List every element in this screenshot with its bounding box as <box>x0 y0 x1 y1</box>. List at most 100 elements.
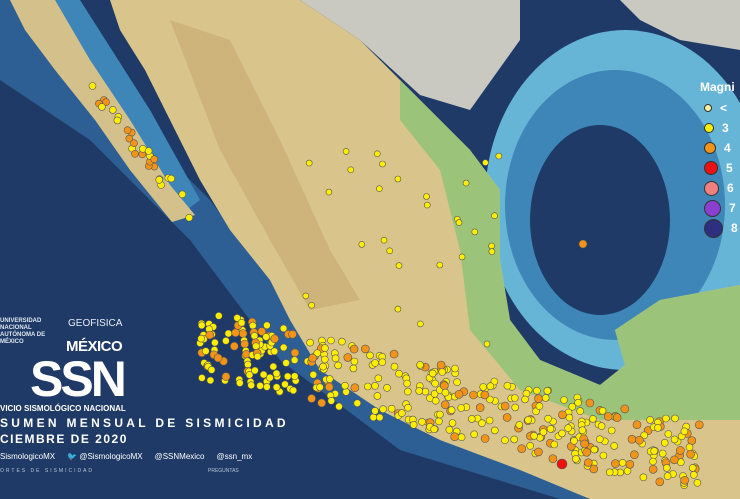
earthquake-marker <box>534 447 543 457</box>
earthquake-marker <box>380 236 388 244</box>
earthquake-marker <box>467 415 476 423</box>
earthquake-marker <box>530 431 538 440</box>
earthquake-marker <box>167 174 175 183</box>
earthquake-marker <box>438 368 447 376</box>
earthquake-marker <box>249 321 257 330</box>
earthquake-marker <box>451 364 459 373</box>
earthquake-marker <box>685 443 694 452</box>
earthquake-marker <box>546 424 555 433</box>
earthquake-marker <box>558 410 567 420</box>
earthquake-marker <box>491 212 498 219</box>
facebook-link[interactable]: SismologicoMX <box>0 452 56 461</box>
instagram-link[interactable]: @SSNMexico <box>154 452 205 461</box>
earthquake-marker <box>251 366 259 375</box>
footer-right: PREGUNTAS <box>208 468 239 474</box>
earthquake-marker <box>178 190 187 199</box>
earthquake-marker <box>316 383 324 392</box>
earthquake-marker <box>458 253 466 261</box>
earthquake-marker <box>482 159 489 166</box>
earthquake-marker <box>213 353 223 363</box>
earthquake-marker <box>483 340 491 348</box>
legend-marker <box>704 142 716 154</box>
earthquake-marker <box>421 387 430 396</box>
earthquake-marker <box>480 390 490 400</box>
earthquake-marker <box>655 477 665 487</box>
earthquake-marker <box>222 336 230 345</box>
earthquake-marker <box>378 358 387 367</box>
earthquake-marker <box>221 372 231 381</box>
earthquake-marker <box>306 338 314 347</box>
earthquake-marker <box>394 175 402 183</box>
earthquake-marker <box>338 337 346 346</box>
earthquake-marker <box>597 422 606 430</box>
earthquake-marker <box>207 366 216 374</box>
earthquake-marker <box>675 446 685 455</box>
earthquake-marker <box>256 381 264 390</box>
earthquake-marker <box>389 349 399 359</box>
earthquake-marker <box>548 454 558 464</box>
earthquake-marker <box>308 353 317 363</box>
earthquake-marker <box>386 247 394 255</box>
earthquake-marker <box>450 432 460 442</box>
earthquake-marker <box>113 116 122 125</box>
earthquake-marker <box>649 457 657 466</box>
earthquake-marker <box>250 332 259 340</box>
earthquake-marker <box>350 357 359 366</box>
sierra-madre <box>170 20 360 310</box>
earthquake-marker <box>543 386 552 395</box>
earthquake-marker <box>262 333 270 341</box>
earthquake-marker <box>556 458 568 470</box>
report-title: SUMEN MENSUAL DE SISMICIDAD <box>0 416 289 430</box>
earthquake-marker <box>403 387 412 396</box>
earthquake-marker <box>373 150 381 158</box>
earthquake-marker <box>263 321 271 330</box>
earthquake-marker <box>387 404 396 413</box>
earthquake-marker <box>431 379 439 388</box>
earthquake-marker <box>454 389 464 399</box>
earthquake-marker <box>533 386 541 395</box>
earthquake-marker <box>564 424 573 432</box>
legend-label: 7 <box>729 201 736 215</box>
earthquake-marker <box>236 379 244 387</box>
earthquake-marker <box>612 413 622 422</box>
earthquake-marker <box>98 103 106 111</box>
earthquake-marker <box>488 242 495 250</box>
earthquake-marker <box>123 126 132 134</box>
earthquake-marker <box>366 351 374 360</box>
earthquake-marker <box>693 478 702 487</box>
earthquake-marker <box>436 360 446 370</box>
earthquake-marker <box>342 388 350 396</box>
earthquake-marker <box>618 458 627 467</box>
earthquake-marker <box>663 472 672 480</box>
earthquake-marker <box>517 444 527 454</box>
mexico-label: MÉXICO <box>66 338 123 355</box>
earthquake-marker <box>605 468 614 477</box>
earthquake-marker <box>607 426 616 435</box>
earthquake-marker <box>658 449 667 458</box>
earthquake-marker <box>252 342 260 351</box>
earthquake-marker <box>325 375 334 383</box>
earthquake-marker <box>374 374 383 383</box>
earthquake-marker <box>694 420 704 430</box>
earthquake-marker <box>441 388 450 397</box>
earthquake-marker <box>650 447 659 455</box>
earthquake-marker <box>205 330 215 340</box>
earthquake-marker <box>635 435 644 445</box>
unam-logo-text: UNIVERSIDAD NACIONAL AUTÓNOMA DE MÉXICO <box>0 318 46 345</box>
earthquake-marker <box>488 248 496 255</box>
us-land <box>300 0 520 110</box>
legend-marker <box>704 104 712 112</box>
report-date: CIEMBRE DE 2020 <box>0 432 128 446</box>
web-link[interactable]: @ssn_mx <box>216 452 253 461</box>
earthquake-marker <box>272 383 281 392</box>
earthquake-marker <box>215 311 223 320</box>
earthquake-marker <box>363 382 372 391</box>
earthquake-marker <box>371 381 379 390</box>
earthquake-marker <box>436 410 444 419</box>
legend-label: 8 <box>731 221 738 235</box>
earthquake-marker <box>436 261 444 269</box>
earthquake-marker <box>109 106 117 114</box>
earthquake-marker <box>485 416 494 425</box>
twitter-link[interactable]: 🐦 @SismologicoMX <box>67 452 143 461</box>
earthquake-marker <box>471 228 479 236</box>
